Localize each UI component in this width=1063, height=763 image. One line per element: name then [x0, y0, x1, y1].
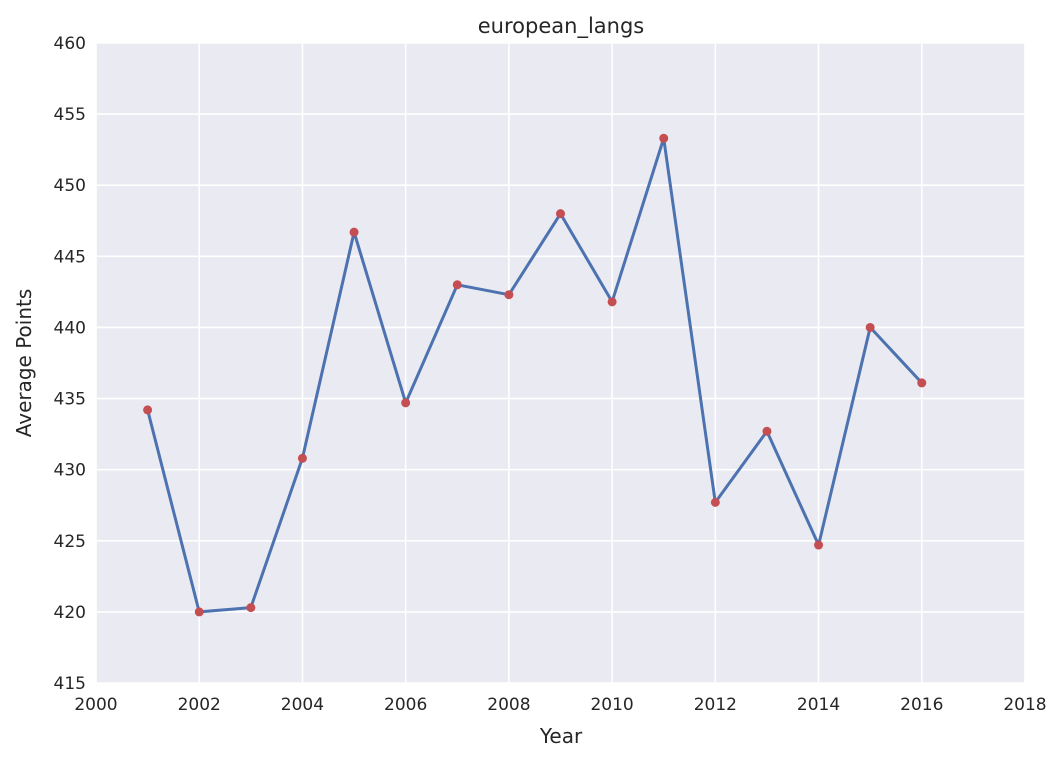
- x-axis-ticks: 2000 2002 2004 2006 2008 2010 2012 2014 2016 2018: [74, 695, 1046, 715]
- y-tick-label: 415: [54, 674, 86, 694]
- data-point: [194, 607, 204, 617]
- y-tick-label: 420: [54, 603, 86, 623]
- x-tick-label: 2014: [797, 695, 840, 715]
- data-point: [710, 497, 720, 507]
- x-tick-label: 2012: [694, 695, 737, 715]
- x-tick-label: 2004: [281, 695, 324, 715]
- x-tick-label: 2008: [487, 695, 530, 715]
- data-point: [659, 133, 669, 143]
- x-tick-label: 2018: [1003, 695, 1046, 715]
- data-point: [401, 398, 411, 408]
- plot-area: [96, 43, 1025, 683]
- data-point: [504, 290, 514, 300]
- data-point: [814, 540, 824, 550]
- data-point: [607, 297, 617, 307]
- y-tick-label: 435: [54, 390, 86, 410]
- data-point: [349, 227, 359, 237]
- x-tick-label: 2006: [384, 695, 427, 715]
- y-tick-label: 455: [54, 105, 86, 125]
- x-axis-label: Year: [539, 724, 583, 748]
- y-tick-label: 425: [54, 532, 86, 552]
- data-point: [556, 209, 565, 219]
- y-tick-label: 445: [54, 247, 86, 267]
- data-point: [865, 322, 875, 332]
- y-tick-label: 460: [54, 34, 86, 54]
- x-tick-label: 2016: [900, 695, 943, 715]
- chart-title: european_langs: [478, 14, 644, 39]
- series-line: [146, 136, 923, 614]
- y-tick-label: 430: [54, 461, 86, 481]
- x-tick-label: 2010: [590, 695, 633, 715]
- data-point: [762, 426, 772, 436]
- y-axis-ticks: 415 420 425 430 435 440 445 450 455 460: [54, 34, 86, 694]
- x-tick-label: 2002: [178, 695, 221, 715]
- x-tick-label: 2000: [74, 695, 117, 715]
- y-tick-label: 440: [54, 318, 86, 338]
- data-point: [917, 378, 927, 388]
- data-point: [297, 453, 307, 463]
- y-tick-label: 450: [54, 176, 86, 196]
- data-point: [452, 280, 462, 290]
- data-point: [143, 405, 153, 415]
- y-axis-label: Average Points: [12, 289, 36, 438]
- data-point: [246, 603, 256, 613]
- data-points: [143, 133, 927, 617]
